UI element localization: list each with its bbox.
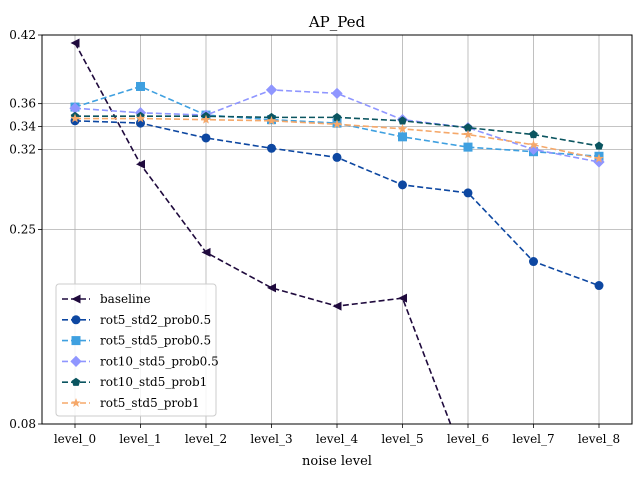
y-ticks: 0.08 0.25 0.32 0.34 0.36 0.42 (9, 28, 42, 431)
data-point (71, 398, 81, 408)
data-point (201, 133, 211, 143)
legend-label: rot5_std2_prob0.5 (100, 313, 211, 327)
x-tick-label: level_6 (447, 432, 489, 446)
x-axis-label: noise level (302, 454, 372, 469)
data-point (529, 130, 538, 139)
data-point (594, 281, 604, 291)
data-point (463, 188, 473, 198)
data-point (594, 141, 604, 150)
data-point (463, 142, 473, 152)
x-tick-label: level_3 (250, 432, 292, 446)
data-point (71, 294, 81, 304)
series-layer (69, 38, 605, 474)
legend-item: rot10_std5_prob0.5 (62, 354, 219, 368)
data-point (464, 465, 473, 474)
x-ticks: level_0 level_1 level_2 level_3 level_4 level… (54, 424, 620, 446)
data-point (136, 159, 145, 169)
y-tick-label: 0.25 (9, 223, 36, 237)
legend-label: rot10_std5_prob0.5 (100, 354, 219, 368)
y-tick-label: 0.36 (9, 97, 36, 111)
data-point (267, 283, 276, 293)
legend-box (55, 283, 217, 417)
x-tick-label: level_7 (512, 432, 554, 446)
data-point (71, 315, 81, 325)
data-point (397, 123, 408, 133)
legend-item: rot10_std5_prob1 (62, 375, 207, 389)
legend-item: rot5_std5_prob1 (62, 396, 200, 410)
x-tick-label: level_4 (316, 432, 359, 446)
legend-label: baseline (100, 292, 151, 306)
x-tick-label: level_2 (185, 432, 227, 446)
data-point (69, 102, 81, 114)
data-point (70, 38, 80, 48)
legend-label: rot5_std5_prob1 (100, 396, 200, 410)
data-point (332, 119, 342, 129)
data-point (70, 113, 80, 123)
x-tick-label: level_0 (54, 432, 96, 446)
data-point (528, 139, 539, 149)
series-baseline (70, 38, 473, 474)
data-point (265, 84, 278, 96)
y-tick-label: 0.42 (9, 28, 36, 42)
chart-title: AP_Ped (308, 13, 366, 31)
x-tick-label: level_1 (119, 432, 161, 446)
data-point (527, 143, 540, 156)
data-point (136, 81, 145, 91)
data-point (398, 132, 407, 142)
data-point (398, 116, 407, 125)
y-tick-label: 0.34 (9, 120, 36, 134)
data-point (593, 156, 605, 168)
data-point (332, 152, 342, 162)
y-tick-label: 0.08 (9, 417, 36, 431)
data-point (331, 87, 343, 99)
legend-item: rot5_std5_prob0.5 (62, 334, 211, 348)
data-point (201, 114, 211, 124)
data-point (135, 113, 146, 123)
series-rot5_std5_prob1 (70, 113, 604, 163)
data-point (70, 355, 82, 368)
legend-item: rot5_std2_prob0.5 (62, 313, 211, 327)
legend-label: rot10_std5_prob1 (100, 375, 207, 389)
data-point (266, 115, 277, 125)
data-point (332, 301, 342, 311)
data-point (529, 257, 538, 267)
x-tick-label: level_5 (381, 432, 423, 446)
data-point (463, 129, 473, 139)
data-point (201, 247, 211, 257)
legend: baseline rot5_std2_prob0.5 rot5_std5_prob0… (55, 283, 219, 417)
data-point (398, 180, 407, 190)
data-point (332, 112, 342, 122)
legend-item: baseline (62, 292, 151, 306)
data-point (71, 336, 81, 346)
y-tick-label: 0.32 (9, 142, 36, 156)
data-point (594, 153, 604, 163)
data-point (71, 377, 81, 386)
data-point (463, 123, 473, 132)
x-tick-label: level_8 (578, 432, 620, 446)
legend-label: rot5_std5_prob0.5 (100, 334, 211, 348)
data-point (267, 143, 276, 153)
data-point (398, 293, 407, 303)
